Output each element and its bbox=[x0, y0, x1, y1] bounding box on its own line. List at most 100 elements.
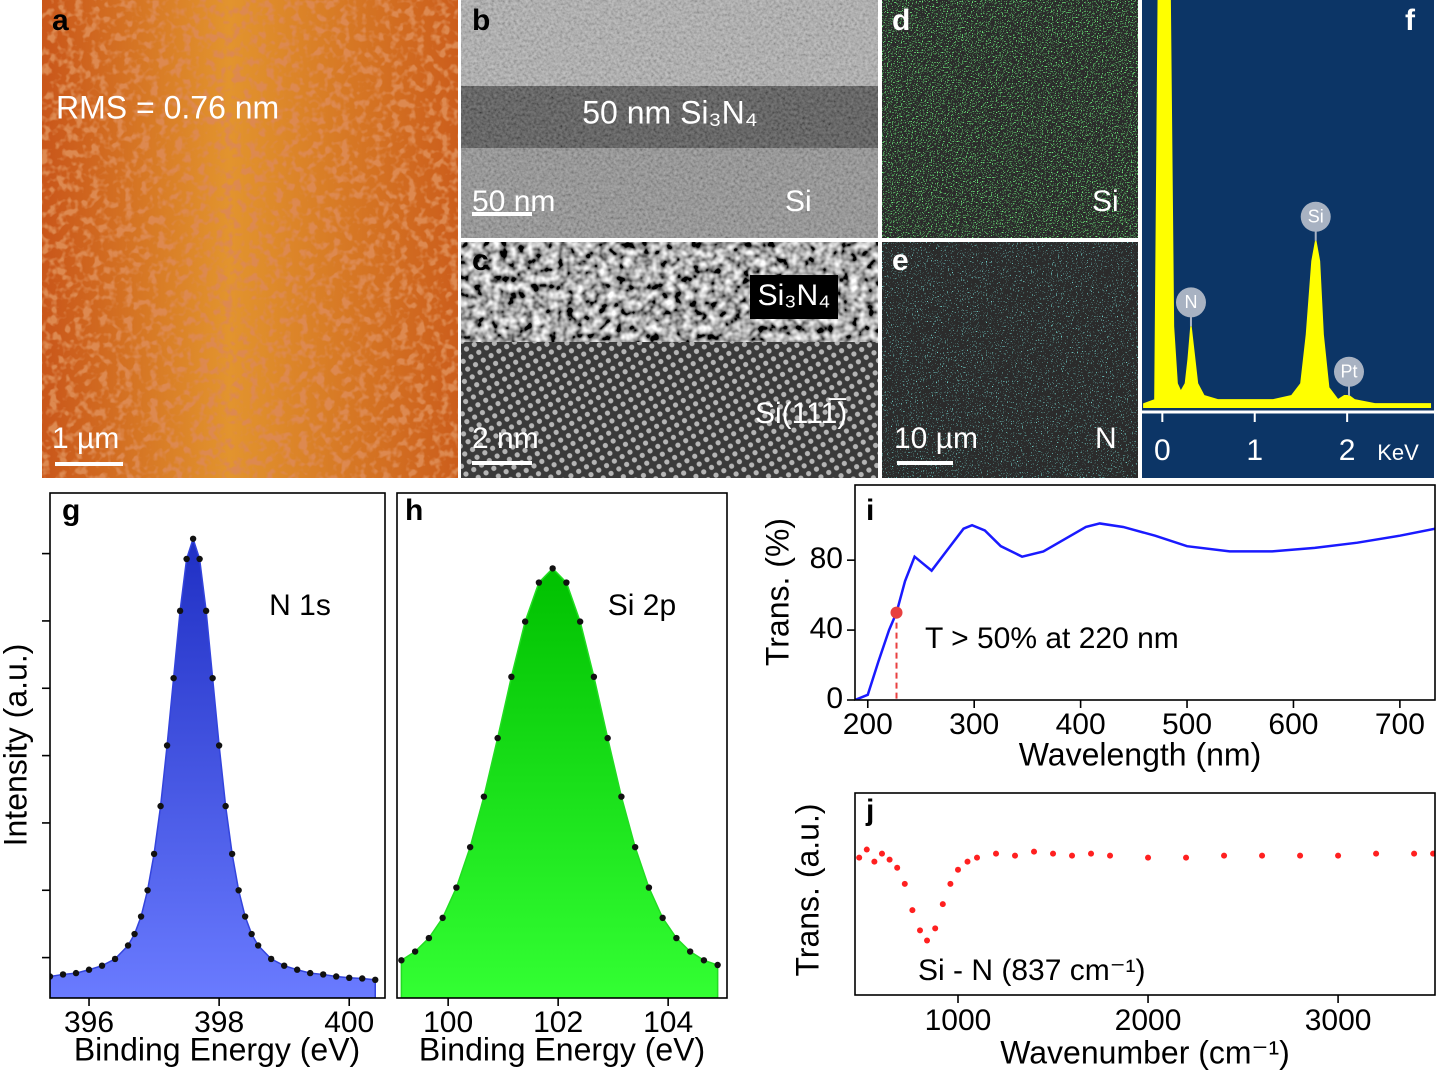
axes-frame bbox=[854, 792, 1436, 996]
axes-frame bbox=[396, 492, 728, 999]
panel-a: a RMS = 0.76 nm 1 µm bbox=[42, 0, 458, 478]
data-point bbox=[1221, 852, 1228, 859]
data-point bbox=[267, 955, 275, 963]
data-point bbox=[359, 975, 366, 982]
x-tick-label: 700 bbox=[1375, 708, 1425, 741]
data-point bbox=[1107, 852, 1114, 859]
x-tick-label: 0 bbox=[1154, 434, 1171, 467]
data-point bbox=[1050, 850, 1057, 857]
data-point bbox=[659, 914, 666, 922]
data-point bbox=[955, 866, 962, 873]
x-tick-label: 398 bbox=[194, 1006, 244, 1039]
data-point bbox=[1069, 852, 1076, 859]
data-point bbox=[894, 864, 901, 871]
x-tick-label: 400 bbox=[1056, 708, 1106, 741]
data-point bbox=[157, 802, 164, 810]
data-point bbox=[189, 535, 197, 542]
y-axis-label: Trans. (%) bbox=[759, 518, 795, 666]
peak-badge bbox=[1300, 201, 1331, 232]
panel-letter: b bbox=[472, 4, 490, 37]
data-point bbox=[576, 618, 584, 625]
panel-b: b 50 nm Si₃N₄ 50 nm Si bbox=[461, 0, 878, 238]
data-point bbox=[346, 974, 353, 981]
element-label: Si bbox=[1092, 185, 1119, 218]
data-point bbox=[863, 846, 870, 853]
x-tick-label: 600 bbox=[1268, 708, 1318, 741]
chart-f: N Si Pt 0 1 2 f KeV bbox=[1142, 0, 1434, 478]
data-point bbox=[993, 850, 1000, 857]
chart-i: 200 300 400 500 600 700 0 40 80 i Wavelength (nm) T… bbox=[759, 484, 1436, 772]
data-point bbox=[137, 913, 145, 920]
scale-label: 10 µm bbox=[894, 422, 978, 455]
data-point bbox=[1373, 850, 1380, 857]
data-point bbox=[901, 880, 908, 887]
data-point bbox=[947, 880, 954, 887]
data-point bbox=[196, 555, 203, 563]
data-point bbox=[1183, 854, 1190, 861]
plot-area bbox=[50, 535, 379, 998]
data-point bbox=[535, 579, 543, 586]
data-point bbox=[183, 555, 190, 563]
data-point bbox=[521, 618, 529, 625]
data-point bbox=[293, 966, 301, 973]
y-tick-label: 0 bbox=[826, 682, 843, 715]
data-point bbox=[228, 850, 236, 858]
panel-letter: g bbox=[62, 494, 80, 527]
chart-g: 396 398 400 g Binding Energy (eV) Intensity (… bbox=[0, 492, 386, 1067]
data-point bbox=[241, 913, 249, 920]
annotation: N 1s bbox=[269, 589, 331, 622]
data-point bbox=[563, 579, 570, 586]
data-point bbox=[320, 971, 327, 978]
plot-area bbox=[398, 565, 721, 998]
panel-letter: h bbox=[405, 494, 423, 527]
annotation: T > 50% at 220 nm bbox=[925, 622, 1179, 655]
data-point bbox=[306, 969, 314, 977]
data-point bbox=[124, 942, 132, 949]
tem-noise bbox=[461, 0, 878, 238]
peak-label: Si bbox=[1308, 206, 1324, 226]
data-point bbox=[333, 973, 340, 980]
panel-letter: j bbox=[865, 794, 874, 827]
substrate-label: Si(111̅) bbox=[755, 397, 847, 430]
label-box bbox=[750, 275, 838, 319]
data-point bbox=[1297, 852, 1304, 859]
layer-label: Si₃N₄ bbox=[758, 279, 831, 312]
y-axis-label: Intensity (a.u.) bbox=[0, 644, 33, 847]
layer-label: 50 nm Si₃N₄ bbox=[582, 94, 757, 130]
hrtem-lattice bbox=[461, 342, 878, 478]
peak-badge bbox=[1175, 287, 1206, 318]
data-point bbox=[1430, 850, 1435, 857]
panel-letter: c bbox=[472, 244, 489, 277]
data-point bbox=[222, 802, 229, 810]
data-point bbox=[700, 957, 708, 964]
data-point bbox=[439, 914, 446, 922]
x-axis-label: Binding Energy (eV) bbox=[419, 1031, 705, 1067]
data-point bbox=[886, 856, 893, 863]
plot-area bbox=[856, 846, 1435, 944]
x-axis-label: Wavenumber (cm⁻¹) bbox=[1000, 1034, 1290, 1070]
data-point bbox=[631, 843, 639, 851]
panel-letter: f bbox=[1405, 4, 1416, 37]
x-tick-label: 2000 bbox=[1115, 1004, 1182, 1037]
data-point bbox=[144, 887, 151, 894]
data-point bbox=[85, 966, 93, 973]
data-point bbox=[176, 607, 184, 615]
data-point bbox=[254, 942, 262, 949]
x-tick-label: 300 bbox=[949, 708, 999, 741]
x-tick-label: 200 bbox=[843, 708, 893, 741]
scale-label: 1 µm bbox=[52, 422, 119, 455]
data-point bbox=[618, 793, 625, 800]
x-tick-label: 2 bbox=[1339, 434, 1356, 467]
y-tick-label: 80 bbox=[810, 542, 843, 575]
chart-h: 100 102 104 h Binding Energy (eV) Si 2p bbox=[396, 492, 728, 1067]
x-tick-label: 100 bbox=[423, 1006, 473, 1039]
data-point bbox=[856, 854, 863, 861]
data-point bbox=[686, 948, 694, 955]
data-point bbox=[411, 948, 419, 955]
data-point bbox=[714, 961, 721, 969]
x-tick-label: 3000 bbox=[1305, 1004, 1372, 1037]
afm-texture bbox=[42, 0, 458, 478]
data-point bbox=[1031, 848, 1038, 855]
